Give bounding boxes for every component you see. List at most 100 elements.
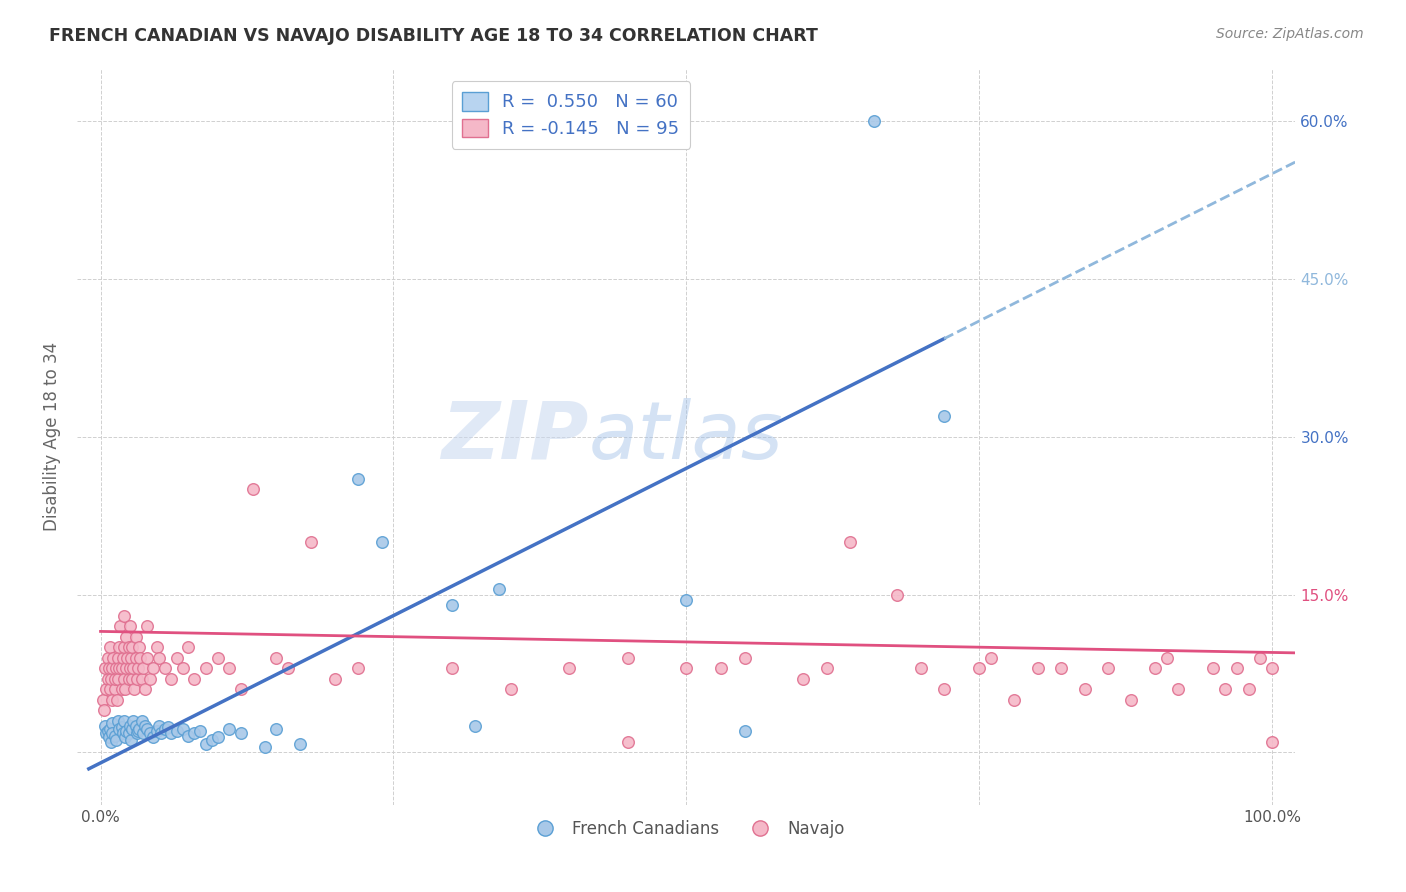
Point (112, 640, 135, 655)
Point (98, 640, 121, 655)
Point (145, 724, 167, 739)
Point (1167, 682, 1189, 697)
Point (128, 640, 150, 655)
Point (96, 724, 118, 739)
Point (194, 661, 217, 675)
Point (101, 661, 124, 675)
Point (138, 672, 160, 686)
Point (166, 650, 188, 665)
Point (218, 723, 240, 737)
Point (101, 715, 124, 730)
Point (122, 714, 145, 728)
Point (117, 640, 139, 655)
Point (188, 724, 211, 739)
Point (117, 650, 139, 665)
Point (1226, 661, 1249, 675)
Point (121, 640, 143, 655)
Point (839, 535, 862, 549)
Y-axis label: Disability Age 18 to 34: Disability Age 18 to 34 (44, 343, 60, 532)
Point (1156, 650, 1178, 665)
Point (323, 672, 346, 686)
Point (110, 682, 132, 697)
Point (115, 661, 138, 675)
Point (464, 719, 486, 733)
Point (1261, 661, 1284, 675)
Point (115, 630, 138, 644)
Point (183, 672, 205, 686)
Point (172, 661, 194, 675)
Point (207, 730, 229, 744)
Point (1143, 661, 1166, 675)
Point (1073, 682, 1095, 697)
Point (97, 661, 120, 675)
Point (120, 732, 142, 747)
Point (96, 672, 118, 686)
Point (172, 723, 194, 737)
Point (108, 723, 131, 737)
Text: ZIP: ZIP (441, 398, 589, 475)
Point (128, 723, 150, 737)
Point (136, 619, 159, 633)
Point (115, 724, 138, 739)
Point (734, 650, 756, 665)
Point (242, 483, 264, 497)
Point (142, 661, 165, 675)
Text: FRENCH CANADIAN VS NAVAJO DISABILITY AGE 18 TO 34 CORRELATION CHART: FRENCH CANADIAN VS NAVAJO DISABILITY AGE… (49, 27, 818, 45)
Point (862, 114, 884, 128)
Point (710, 661, 733, 675)
Point (118, 661, 141, 675)
Point (107, 672, 129, 686)
Point (107, 714, 129, 728)
Point (201, 732, 224, 747)
Point (370, 535, 392, 549)
Point (120, 650, 142, 665)
Point (792, 672, 814, 686)
Point (117, 672, 139, 686)
Point (299, 535, 322, 549)
Point (229, 682, 252, 697)
Point (105, 693, 128, 707)
Point (734, 724, 756, 739)
Point (1213, 682, 1236, 697)
Point (886, 588, 908, 602)
Point (110, 661, 132, 675)
Point (488, 582, 510, 597)
Point (440, 661, 463, 675)
Point (111, 650, 134, 665)
Point (107, 650, 129, 665)
Point (1050, 661, 1073, 675)
Point (94, 719, 117, 733)
Point (96, 650, 118, 665)
Point (124, 650, 146, 665)
Point (100, 672, 122, 686)
Point (815, 661, 838, 675)
Point (264, 723, 287, 737)
Point (112, 608, 135, 623)
Point (117, 726, 139, 740)
Point (145, 640, 167, 655)
Point (150, 726, 173, 740)
Point (125, 726, 148, 740)
Point (136, 723, 159, 737)
Point (967, 661, 990, 675)
Point (440, 598, 463, 612)
Point (103, 672, 125, 686)
Point (558, 661, 581, 675)
Point (177, 729, 200, 743)
Point (114, 730, 136, 744)
Point (264, 650, 287, 665)
Point (121, 723, 143, 737)
Point (127, 724, 149, 739)
Point (675, 661, 697, 675)
Point (177, 640, 200, 655)
Point (91, 693, 114, 707)
Point (124, 630, 146, 644)
Point (218, 661, 240, 675)
Point (98, 723, 121, 737)
Point (112, 672, 135, 686)
Point (101, 693, 124, 707)
Point (121, 672, 143, 686)
Point (980, 650, 1002, 665)
Point (347, 661, 370, 675)
Point (118, 619, 141, 633)
